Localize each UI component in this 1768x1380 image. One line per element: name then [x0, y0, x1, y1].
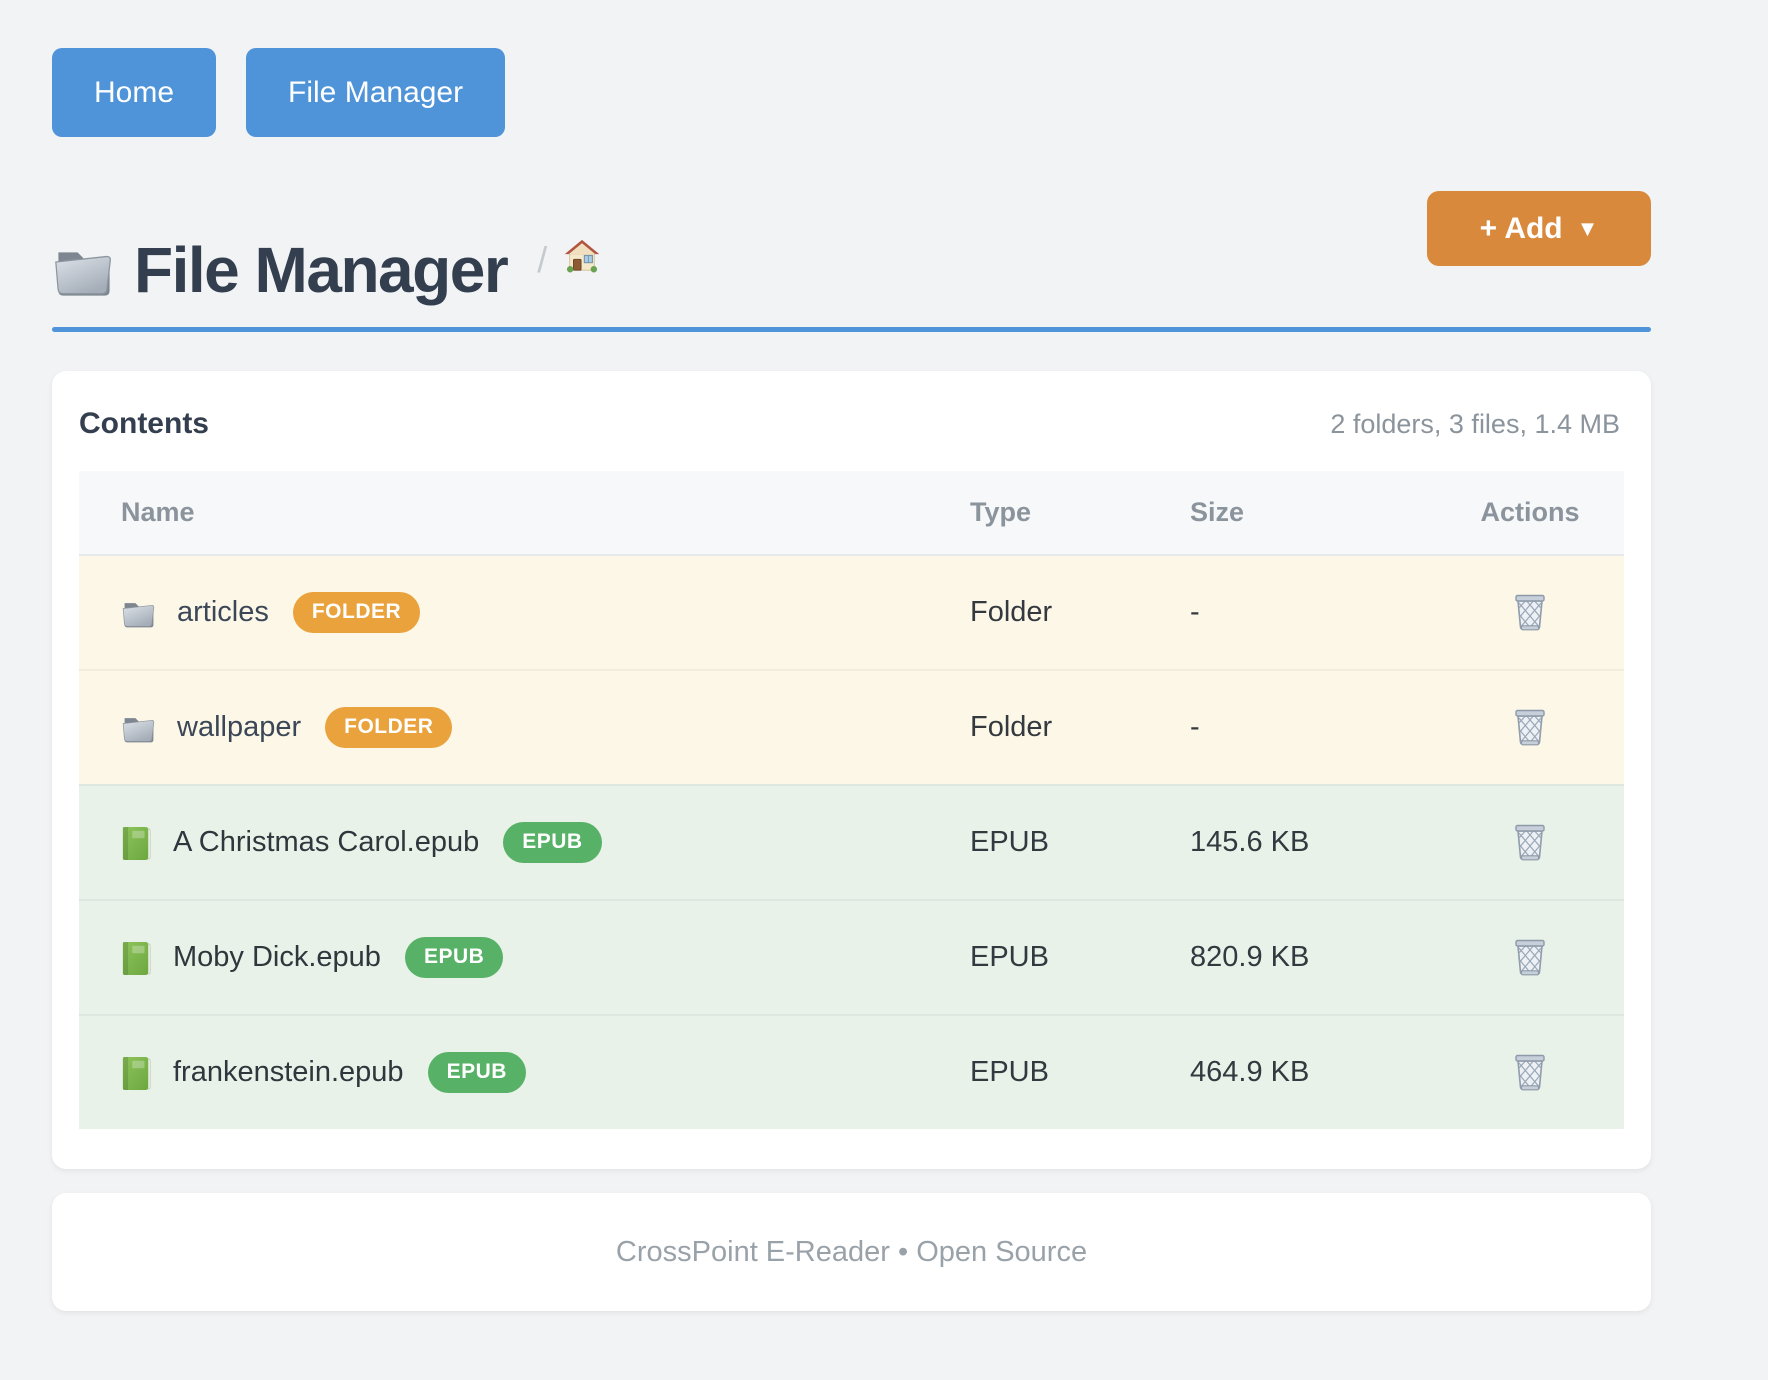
delete-button[interactable]	[1509, 1047, 1551, 1095]
house-icon[interactable]	[563, 238, 601, 274]
table-header-row: Name Type Size Actions	[79, 471, 1624, 556]
wastebasket-icon	[1513, 936, 1547, 976]
table-row: Moby Dick.epub EPUB EPUB 820.9 KB	[79, 899, 1624, 1014]
delete-button[interactable]	[1509, 932, 1551, 980]
file-table: Name Type Size Actions articles FOLDER F…	[79, 471, 1624, 1129]
type-badge: EPUB	[427, 1052, 526, 1093]
nav-file-manager-button[interactable]: File Manager	[246, 48, 506, 137]
footer-card: CrossPoint E-Reader • Open Source	[52, 1193, 1651, 1311]
folder-icon	[121, 597, 157, 629]
contents-card: Contents 2 folders, 3 files, 1.4 MB Name…	[52, 371, 1651, 1169]
folder-icon	[52, 242, 116, 298]
contents-title: Contents	[79, 407, 209, 440]
size-cell: -	[1174, 556, 1436, 669]
table-row: frankenstein.epub EPUB EPUB 464.9 KB	[79, 1014, 1624, 1129]
type-cell: EPUB	[954, 899, 1174, 1014]
item-name-link[interactable]: articles	[177, 596, 269, 628]
type-cell: Folder	[954, 556, 1174, 669]
column-header-actions: Actions	[1436, 471, 1624, 556]
column-header-name: Name	[79, 471, 954, 556]
table-row: articles FOLDER Folder -	[79, 556, 1624, 669]
top-nav: Home File Manager	[52, 48, 506, 137]
item-name-link[interactable]: A Christmas Carol.epub	[173, 826, 480, 858]
size-cell: 145.6 KB	[1174, 784, 1436, 899]
type-badge: FOLDER	[292, 592, 421, 633]
size-cell: -	[1174, 669, 1436, 784]
breadcrumb-separator: /	[537, 239, 548, 280]
size-cell: 464.9 KB	[1174, 1014, 1436, 1129]
wastebasket-icon	[1513, 821, 1547, 861]
nav-home-button[interactable]: Home	[52, 48, 217, 137]
header-divider	[52, 327, 1651, 332]
column-header-type: Type	[954, 471, 1174, 556]
type-cell: EPUB	[954, 1014, 1174, 1129]
page-title: File Manager	[134, 234, 509, 306]
table-row: wallpaper FOLDER Folder -	[79, 669, 1624, 784]
type-badge: FOLDER	[325, 707, 453, 748]
delete-button[interactable]	[1509, 702, 1551, 750]
wastebasket-icon	[1513, 591, 1547, 631]
item-name-link[interactable]: Moby Dick.epub	[173, 941, 381, 973]
type-cell: Folder	[954, 669, 1174, 784]
wastebasket-icon	[1513, 1051, 1547, 1091]
type-badge: EPUB	[503, 822, 602, 863]
folder-icon	[121, 712, 157, 744]
green-book-icon	[121, 824, 153, 862]
wastebasket-icon	[1513, 706, 1547, 746]
add-button[interactable]: + Add ▼	[1427, 191, 1651, 266]
type-badge: EPUB	[404, 937, 504, 978]
item-name-link[interactable]: wallpaper	[177, 711, 302, 743]
caret-down-icon: ▼	[1576, 215, 1599, 241]
add-button-label: + Add	[1479, 211, 1563, 245]
footer-text: CrossPoint E-Reader • Open Source	[615, 1235, 1088, 1268]
contents-summary: 2 folders, 3 files, 1.4 MB	[1330, 408, 1620, 439]
green-book-icon	[121, 939, 153, 977]
size-cell: 820.9 KB	[1174, 899, 1436, 1014]
column-header-size: Size	[1174, 471, 1436, 556]
item-name-link[interactable]: frankenstein.epub	[173, 1056, 404, 1088]
green-book-icon	[121, 1054, 153, 1092]
page-header: File Manager /	[52, 238, 601, 302]
type-cell: EPUB	[954, 784, 1174, 899]
table-row: A Christmas Carol.epub EPUB EPUB 145.6 K…	[79, 784, 1624, 899]
delete-button[interactable]	[1509, 817, 1551, 865]
delete-button[interactable]	[1509, 587, 1551, 635]
